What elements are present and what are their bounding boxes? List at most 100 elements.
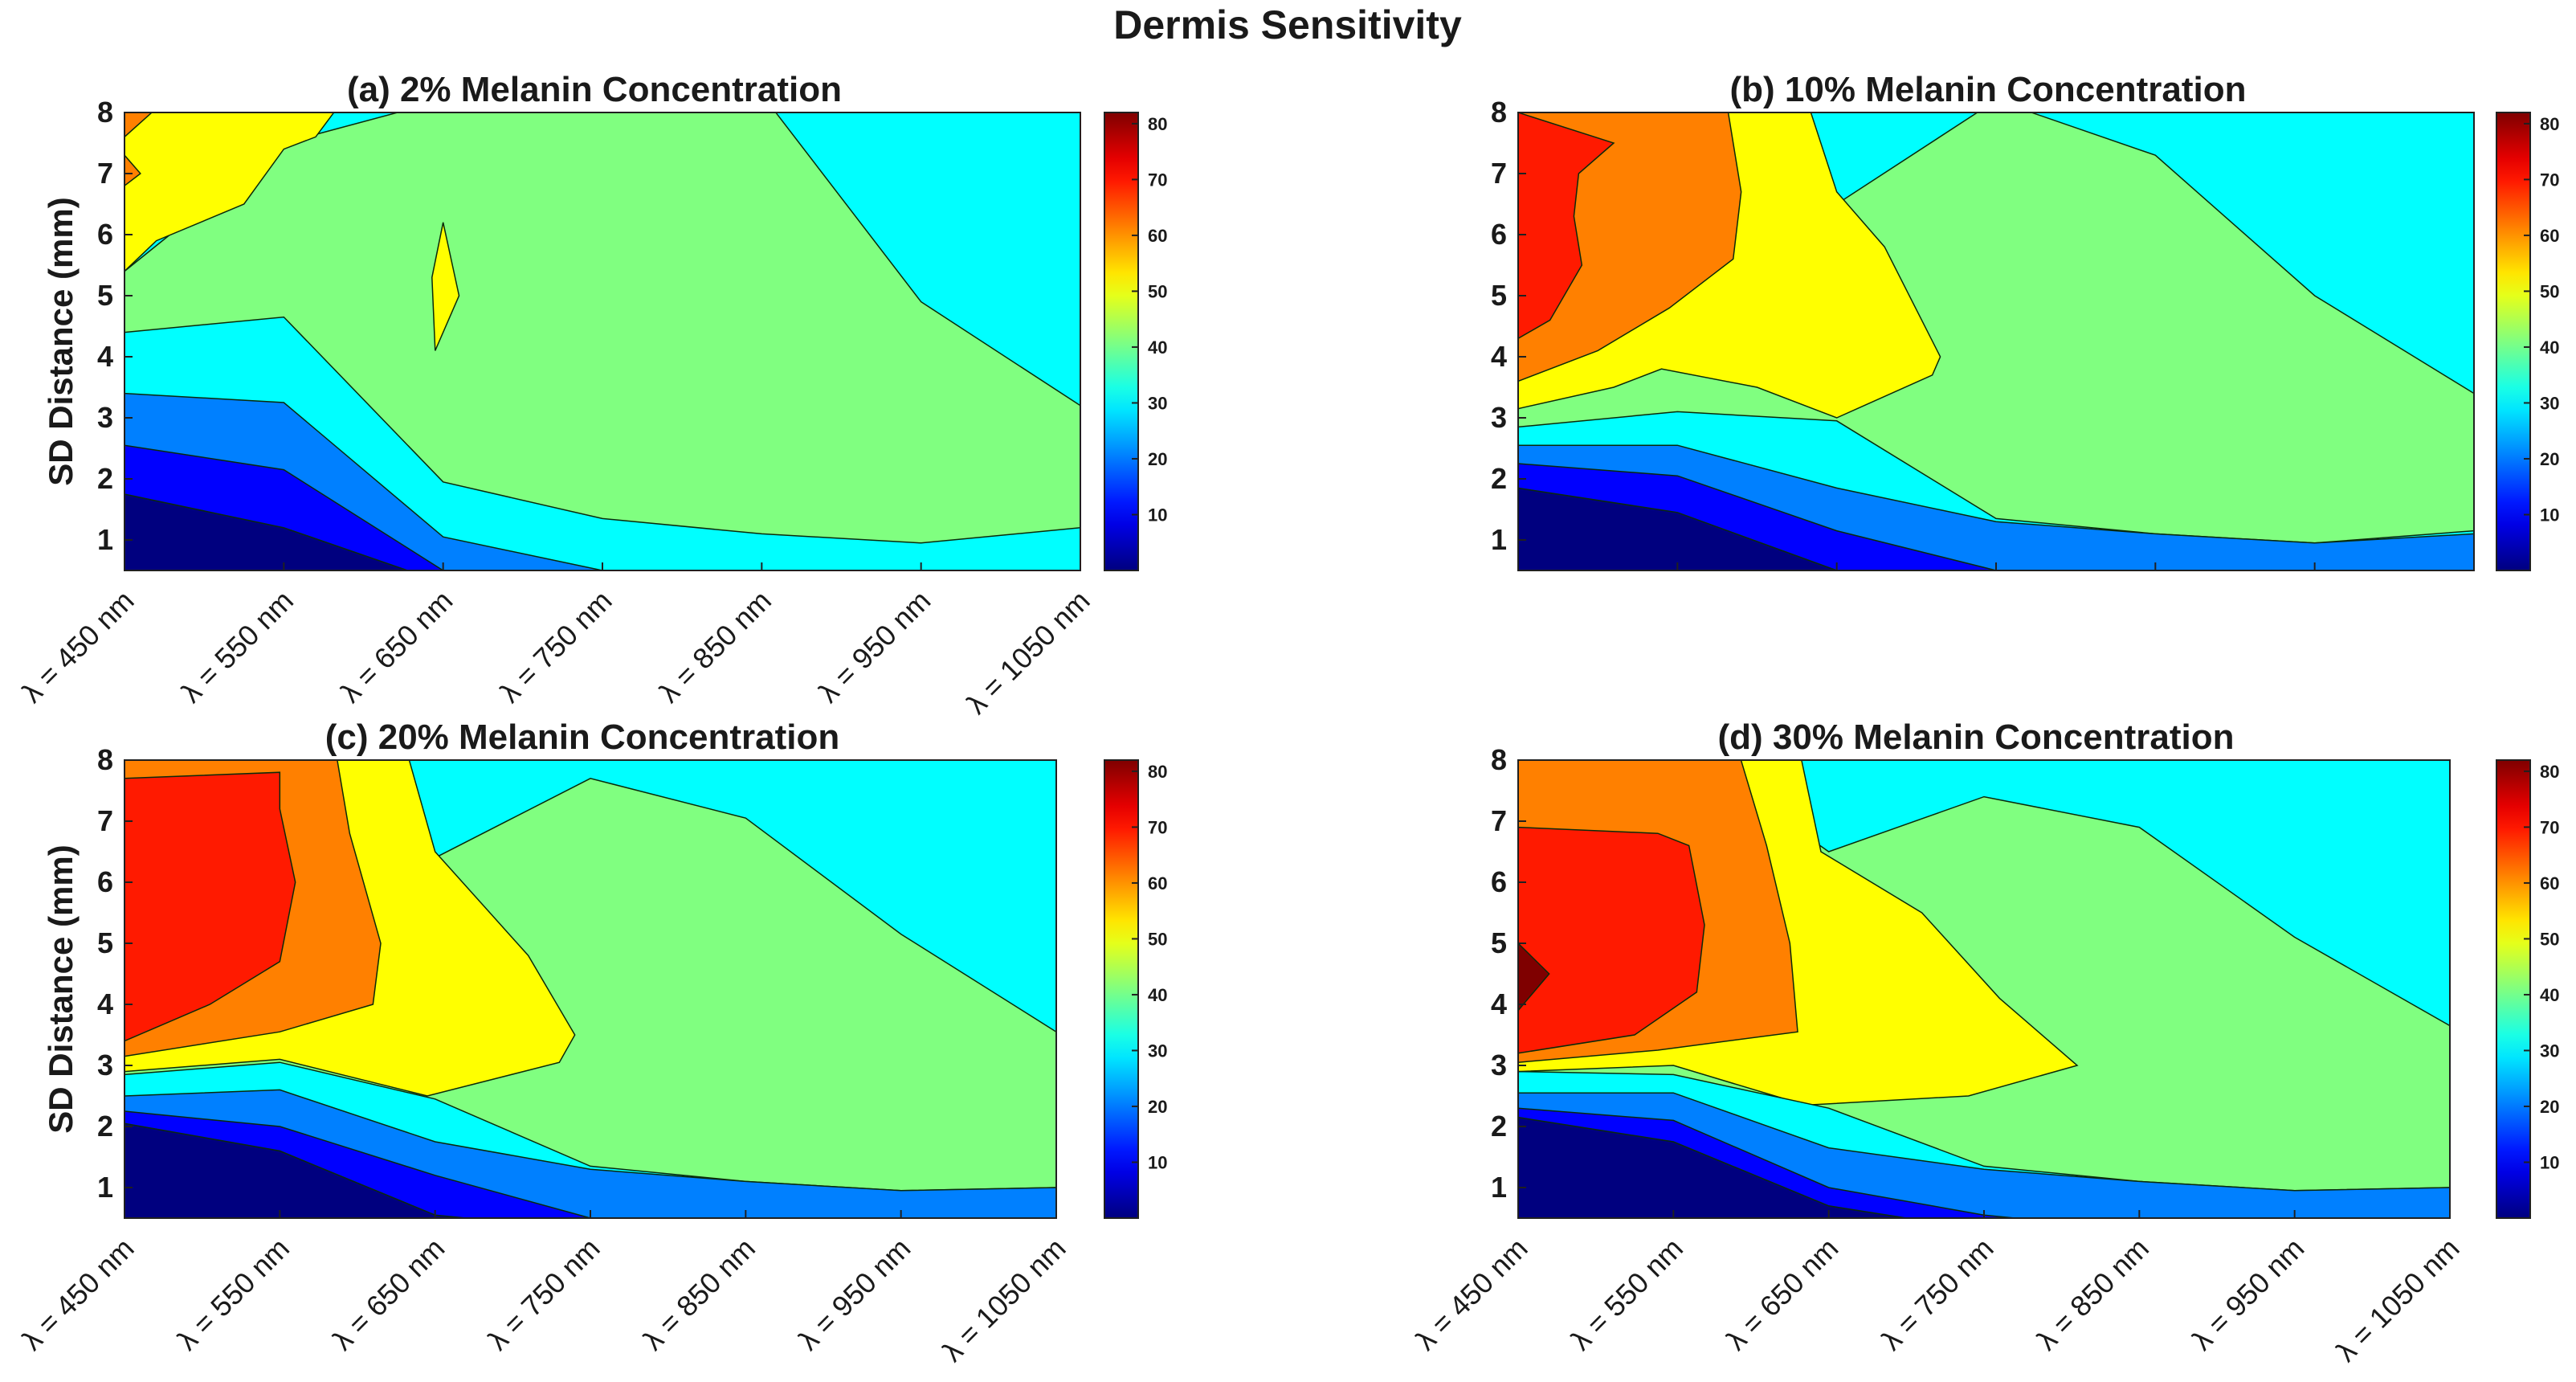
x-tick-label: λ = 850 nm bbox=[636, 1232, 761, 1357]
y-tick-label: 2 bbox=[1491, 1110, 1507, 1143]
colorbar-tick-label: 60 bbox=[1148, 873, 1167, 893]
colorbar-tick-label: 50 bbox=[2540, 929, 2559, 949]
band-70-80 bbox=[1518, 826, 1705, 1054]
panel-b: (b) 10% Melanin Concentration 1 2 3 4 5 6 7 8 10 2… bbox=[1491, 70, 2559, 571]
colorbar: 10 20 30 40 50 60 70 80 bbox=[1104, 112, 1167, 571]
contour-area bbox=[1518, 112, 2474, 570]
y-tick-label: 4 bbox=[97, 340, 113, 373]
y-tick-label: 1 bbox=[1491, 523, 1507, 556]
colorbar-tick-label: 30 bbox=[2540, 1041, 2559, 1061]
colorbar-tick-label: 80 bbox=[1148, 762, 1167, 782]
y-tick-label: 6 bbox=[97, 865, 113, 898]
colorbar-tick-label: 40 bbox=[1148, 337, 1167, 358]
x-tick-label: λ = 650 nm bbox=[326, 1232, 451, 1357]
x-tick-label: λ = 850 nm bbox=[2030, 1232, 2155, 1357]
colorbar-tick-label: 40 bbox=[2540, 985, 2559, 1005]
panel-d: (d) 30% Melanin Concentration 1 2 3 4 5 6 7 8 λ =… bbox=[1409, 718, 2559, 1368]
band-30-40-upper bbox=[125, 112, 1080, 407]
band-60-70 bbox=[125, 112, 153, 138]
colorbar-tick-label: 80 bbox=[2540, 762, 2559, 782]
x-tick-label: λ = 550 nm bbox=[1564, 1232, 1689, 1357]
y-tick-label: 4 bbox=[97, 987, 113, 1020]
band-50-60 bbox=[125, 112, 335, 272]
colorbar-tick-label: 70 bbox=[2540, 817, 2559, 837]
y-axis-label: SD Distance (mm) bbox=[42, 197, 80, 485]
band-50-60-island bbox=[431, 222, 460, 351]
colorbar-tick-label: 40 bbox=[2540, 337, 2559, 358]
colorbar: 10 20 30 40 50 60 70 80 bbox=[1104, 759, 1167, 1219]
y-tick-label: 6 bbox=[1491, 218, 1507, 251]
y-tick-label: 8 bbox=[1491, 96, 1507, 129]
y-tick-label: 3 bbox=[97, 1049, 113, 1081]
y-tick-label: 6 bbox=[97, 218, 113, 251]
colorbar-tick-label: 50 bbox=[2540, 281, 2559, 301]
y-axis-label: SD Distance (mm) bbox=[42, 844, 80, 1133]
contour-area bbox=[1518, 760, 2450, 1218]
colorbar-tick-label: 10 bbox=[1148, 505, 1167, 525]
y-tick-label: 3 bbox=[97, 401, 113, 434]
y-tick-label: 1 bbox=[97, 523, 113, 556]
x-tick-label: λ = 450 nm bbox=[1409, 1232, 1534, 1357]
x-tick-label: λ = 950 nm bbox=[792, 1232, 917, 1357]
x-tick-label: λ = 1050 nm bbox=[2329, 1232, 2466, 1368]
panel-title: (c) 20% Melanin Concentration bbox=[325, 718, 840, 757]
band-0-10 bbox=[1518, 487, 1845, 570]
panel-a: (a) 2% Melanin Concentration 1 2 3 4 5 6 7 8 SD D… bbox=[15, 70, 1167, 720]
y-tick-label: 5 bbox=[1491, 926, 1507, 959]
colorbar-tick-label: 60 bbox=[2540, 226, 2559, 246]
contour-area bbox=[125, 760, 1056, 1218]
x-tick-label: λ = 750 nm bbox=[493, 584, 618, 709]
band-60-70-small bbox=[125, 154, 141, 187]
x-tick-label: λ = 1050 nm bbox=[960, 584, 1096, 721]
colorbar-tick-label: 70 bbox=[1148, 817, 1167, 837]
colorbar-tick-label: 10 bbox=[1148, 1152, 1167, 1172]
colorbar-tick-label: 10 bbox=[2540, 1152, 2559, 1172]
colorbar-tick-label: 40 bbox=[1148, 985, 1167, 1005]
y-tick-label: 5 bbox=[97, 926, 113, 959]
colorbar-gradient bbox=[1104, 759, 1139, 1219]
colorbar-gradient bbox=[2496, 112, 2531, 571]
y-tick-label: 1 bbox=[97, 1171, 113, 1204]
colorbar-tick-label: 10 bbox=[2540, 505, 2559, 525]
y-tick-label: 3 bbox=[1491, 1049, 1507, 1081]
x-tick-label: λ = 450 nm bbox=[15, 584, 141, 709]
x-tick-label: λ = 550 nm bbox=[170, 1232, 296, 1357]
colorbar: 10 20 30 40 50 60 70 80 bbox=[2496, 759, 2559, 1219]
y-tick-label: 3 bbox=[1491, 401, 1507, 434]
colorbar-tick-label: 30 bbox=[1148, 393, 1167, 413]
x-tick-label: λ = 450 nm bbox=[15, 1232, 141, 1357]
colorbar-tick-label: 30 bbox=[2540, 393, 2559, 413]
panel-title: (a) 2% Melanin Concentration bbox=[347, 70, 842, 109]
colorbar-tick-label: 60 bbox=[2540, 873, 2559, 893]
y-tick-label: 2 bbox=[97, 462, 113, 495]
x-tick-label: λ = 650 nm bbox=[334, 584, 459, 709]
colorbar-gradient bbox=[2496, 759, 2531, 1219]
colorbar-tick-label: 80 bbox=[1148, 114, 1167, 134]
colorbar-tick-label: 20 bbox=[1148, 449, 1167, 469]
y-tick-label: 6 bbox=[1491, 865, 1507, 898]
y-tick-label: 5 bbox=[97, 279, 113, 312]
x-tick-label: λ = 950 nm bbox=[812, 584, 937, 709]
colorbar-tick-label: 20 bbox=[1148, 1097, 1167, 1117]
colorbar-gradient bbox=[1104, 112, 1139, 571]
y-tick-label: 2 bbox=[1491, 462, 1507, 495]
y-tick-label: 8 bbox=[97, 96, 113, 129]
x-tick-label: λ = 750 nm bbox=[1875, 1232, 2000, 1357]
band-0-10 bbox=[1518, 1116, 1911, 1218]
colorbar-tick-label: 70 bbox=[2540, 170, 2559, 190]
band-0-10 bbox=[125, 1122, 473, 1218]
band-70-80 bbox=[1518, 112, 1615, 340]
colorbar-tick-label: 20 bbox=[2540, 1097, 2559, 1117]
x-tick-label: λ = 550 nm bbox=[174, 584, 300, 709]
colorbar-tick-label: 50 bbox=[1148, 929, 1167, 949]
panels-container: (a) 2% Melanin Concentration 1 2 3 4 5 6 7 8 SD D… bbox=[15, 70, 2559, 1368]
y-tick-label: 7 bbox=[97, 157, 113, 190]
colorbar: 10 20 30 40 50 60 70 80 bbox=[2496, 112, 2559, 571]
y-tick-label: 1 bbox=[1491, 1171, 1507, 1204]
y-tick-label: 2 bbox=[97, 1110, 113, 1143]
panel-title: (d) 30% Melanin Concentration bbox=[1718, 718, 2235, 757]
panel-title: (b) 10% Melanin Concentration bbox=[1730, 70, 2247, 109]
panel-c: (c) 20% Melanin Concentration 1 2 3 4 5 6 7 8 SD … bbox=[15, 718, 1167, 1368]
y-tick-label: 5 bbox=[1491, 279, 1507, 312]
